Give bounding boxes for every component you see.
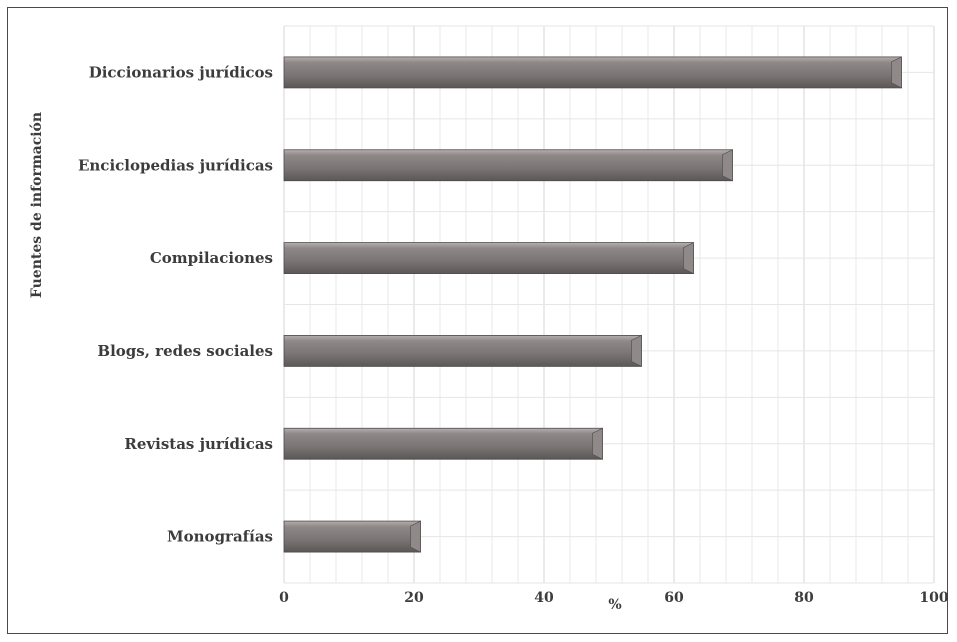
x-tick-label: 100 — [919, 590, 948, 606]
x-tick-labels: 0 20 40 60 80 100 — [279, 590, 949, 606]
bar-chart: Diccionarios jurídicos Enciclopedias jurí… — [29, 25, 949, 613]
category-labels: Diccionarios jurídicos Enciclopedias jurí… — [78, 63, 273, 545]
category-label: Diccionarios jurídicos — [89, 63, 273, 81]
x-axis-title: % — [608, 597, 621, 613]
chart-frame: Diccionarios jurídicos Enciclopedias jurí… — [7, 7, 949, 634]
y-axis-title: Fuentes de información — [29, 112, 45, 298]
x-tick-label: 20 — [404, 590, 424, 606]
category-label: Monografías — [167, 528, 273, 546]
bar-bevel — [631, 334, 642, 367]
x-tick-label: 80 — [794, 590, 814, 606]
bar — [283, 56, 902, 89]
bar — [283, 242, 694, 274]
category-label: Enciclopedias jurídicas — [78, 156, 273, 174]
bar — [283, 149, 733, 182]
x-tick-label: 0 — [279, 590, 289, 606]
bar-bevel — [683, 242, 694, 275]
x-tick-label: 60 — [664, 590, 684, 606]
category-label: Compilaciones — [150, 249, 273, 267]
gridlines — [283, 25, 935, 584]
bar — [283, 427, 603, 460]
bars-group — [283, 56, 902, 553]
bar-bevel — [410, 520, 421, 553]
bar — [283, 520, 421, 553]
bar-bevel — [891, 56, 902, 89]
bar — [283, 335, 642, 367]
category-label: Revistas jurídicas — [124, 435, 273, 453]
category-label: Blogs, redes sociales — [97, 342, 273, 360]
bar-bevel — [722, 149, 733, 182]
x-tick-label: 40 — [534, 590, 554, 606]
bar-bevel — [592, 427, 603, 460]
